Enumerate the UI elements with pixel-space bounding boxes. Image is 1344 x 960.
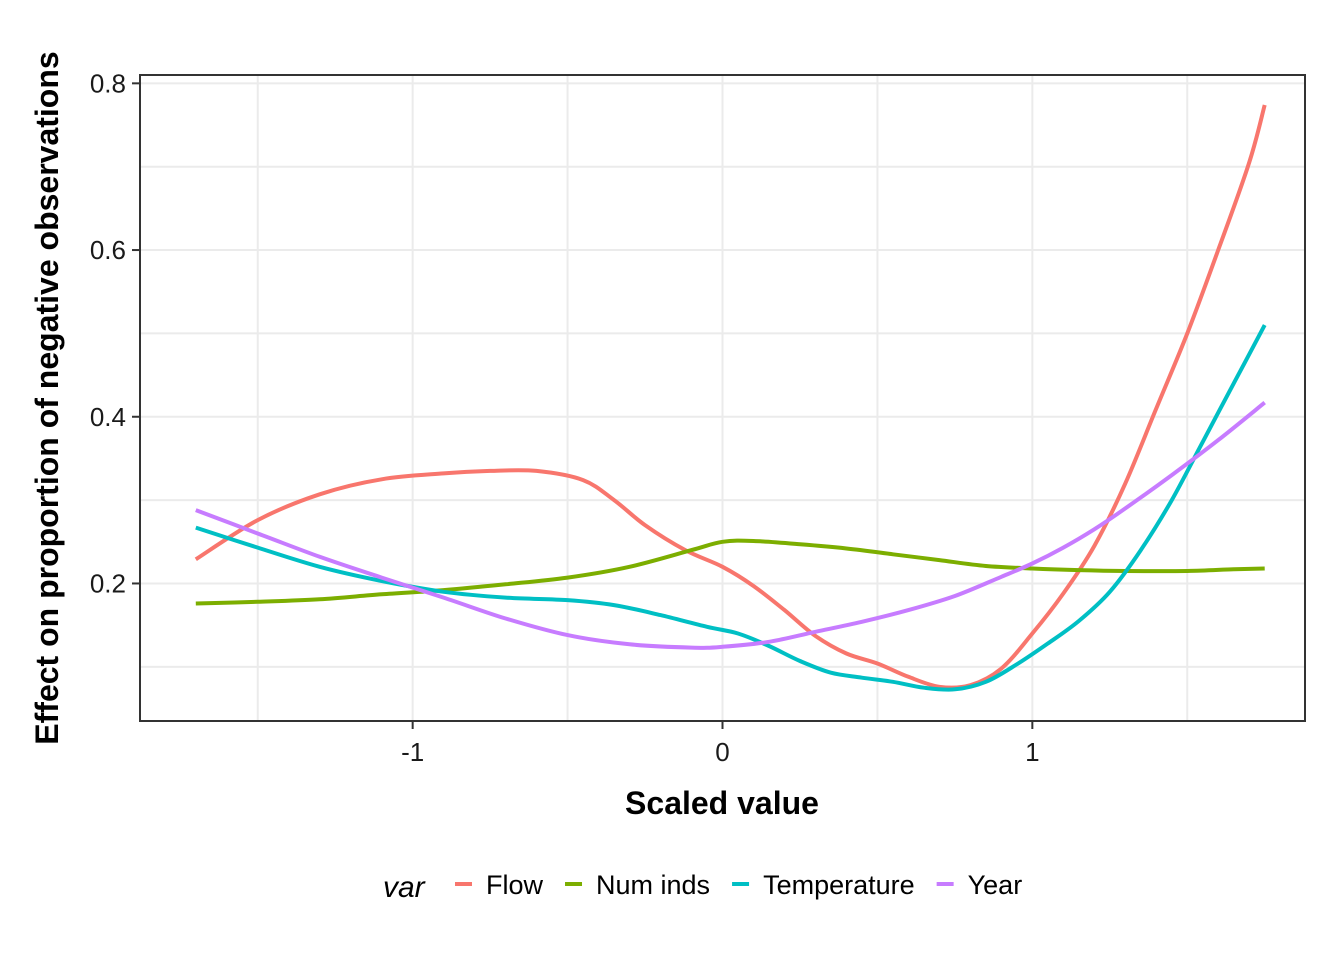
legend-label-flow: Flow	[486, 870, 544, 900]
axes: -1 0 1 0.2 0.4 0.6 0.8	[90, 68, 1040, 767]
legend-item-year: Year	[936, 870, 1023, 900]
legend-title: var	[383, 871, 426, 904]
series-line-flow	[194, 104, 1267, 690]
x-tick-label: -1	[401, 737, 424, 767]
x-tick-label: 1	[1025, 737, 1039, 767]
series-lines	[194, 104, 1267, 692]
series-line-num-inds	[195, 538, 1265, 606]
x-tick-label: 0	[715, 737, 729, 767]
y-tick-label: 0.4	[90, 402, 126, 432]
legend: var Flow Num inds Temperature Year	[383, 870, 1022, 904]
series-line-year	[195, 401, 1266, 650]
legend-items: Flow Num inds Temperature Year	[455, 870, 1022, 900]
x-axis-title: Scaled value	[625, 785, 819, 821]
legend-label-num-inds: Num inds	[596, 870, 710, 900]
y-tick-label: 0.6	[90, 235, 126, 265]
y-axis-title: Effect on proportion of negative observa…	[29, 51, 65, 744]
y-tick-label: 0.8	[90, 68, 126, 98]
grid-lines	[140, 75, 1305, 721]
legend-item-flow: Flow	[455, 870, 544, 900]
legend-item-num-inds: Num inds	[565, 870, 710, 900]
legend-label-temperature: Temperature	[763, 870, 915, 900]
y-tick-label: 0.2	[90, 568, 126, 598]
legend-label-year: Year	[968, 870, 1023, 900]
legend-item-temperature: Temperature	[732, 870, 915, 900]
series-line-temperature	[195, 324, 1267, 692]
